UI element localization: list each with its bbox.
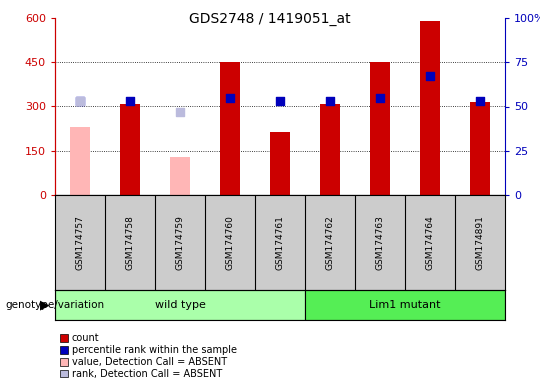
Bar bbox=[70, 127, 90, 195]
Text: GDS2748 / 1419051_at: GDS2748 / 1419051_at bbox=[189, 12, 351, 25]
Text: GSM174762: GSM174762 bbox=[326, 215, 334, 270]
Legend: count, percentile rank within the sample, value, Detection Call = ABSENT, rank, : count, percentile rank within the sample… bbox=[60, 333, 237, 379]
Bar bbox=[320, 104, 340, 195]
Bar bbox=[220, 62, 240, 195]
Point bbox=[376, 94, 384, 101]
Point bbox=[326, 98, 334, 104]
Point bbox=[76, 98, 84, 104]
Bar bbox=[270, 132, 290, 195]
Point bbox=[276, 98, 285, 104]
Bar bbox=[420, 21, 440, 195]
Point bbox=[426, 73, 434, 79]
Text: GSM174763: GSM174763 bbox=[375, 215, 384, 270]
Point bbox=[126, 98, 134, 104]
Bar bbox=[55, 290, 305, 320]
Point bbox=[76, 98, 84, 104]
Bar bbox=[120, 104, 140, 195]
Text: Lim1 mutant: Lim1 mutant bbox=[369, 300, 441, 310]
Text: GSM174761: GSM174761 bbox=[275, 215, 285, 270]
Text: GSM174758: GSM174758 bbox=[125, 215, 134, 270]
Point bbox=[226, 94, 234, 101]
Text: ▶: ▶ bbox=[40, 298, 50, 311]
Bar bbox=[170, 157, 190, 195]
Point bbox=[176, 109, 184, 115]
Point bbox=[476, 98, 484, 104]
Text: GSM174760: GSM174760 bbox=[226, 215, 234, 270]
Text: genotype/variation: genotype/variation bbox=[5, 300, 105, 310]
Text: GSM174891: GSM174891 bbox=[476, 215, 484, 270]
Text: GSM174759: GSM174759 bbox=[176, 215, 185, 270]
Bar bbox=[470, 102, 490, 195]
Bar bbox=[370, 62, 390, 195]
Text: wild type: wild type bbox=[154, 300, 205, 310]
Text: GSM174757: GSM174757 bbox=[76, 215, 84, 270]
Text: GSM174764: GSM174764 bbox=[426, 215, 435, 270]
Bar bbox=[305, 290, 505, 320]
